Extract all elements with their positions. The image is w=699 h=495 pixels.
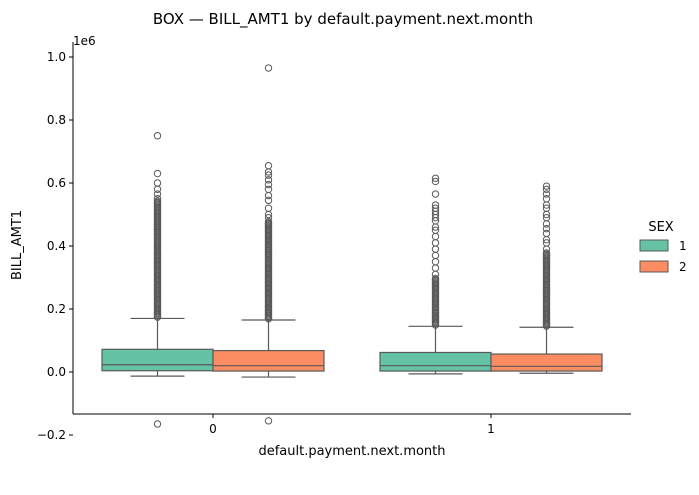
box-iqr [379, 351, 492, 372]
legend-label: 2 [679, 260, 687, 274]
outlier-point [431, 232, 440, 241]
outlier-point [264, 171, 273, 179]
outlier-point [542, 239, 551, 247]
outlier-point [542, 195, 551, 203]
box-iqr [490, 353, 603, 372]
outlier-point [431, 258, 440, 266]
box-group [212, 64, 325, 425]
y-tick-label: 0.2 [47, 302, 66, 316]
outlier-point [542, 224, 551, 233]
y-tick-label: 0.4 [47, 239, 66, 253]
legend-swatch [639, 239, 669, 252]
box-group [379, 174, 492, 375]
outlier-point [542, 213, 551, 222]
outlier-point [264, 204, 273, 212]
outlier-point [264, 213, 273, 222]
legend-label: 1 [679, 239, 687, 253]
outlier-point [542, 204, 551, 212]
outlier-point [153, 420, 162, 428]
outlier-point [153, 132, 162, 140]
y-tick-label: 0.8 [47, 113, 66, 127]
outlier-point [431, 190, 440, 198]
outlier-point [431, 174, 440, 182]
outlier-point [264, 196, 273, 205]
outlier-point [264, 176, 273, 184]
y-axis-label: BILL_AMT1 [10, 210, 25, 280]
y-offset-label: 1e6 [73, 34, 96, 48]
y-axis-ticks: −0.2 0.0 0.2 0.4 0.6 0.8 1.0 [37, 50, 73, 442]
plot-area [101, 64, 603, 428]
y-tick-label: −0.2 [37, 428, 66, 442]
outlier-point [431, 177, 440, 186]
box-group [490, 182, 603, 374]
outlier-point [542, 190, 551, 198]
outlier-point [431, 201, 440, 209]
outlier-point [153, 185, 162, 194]
y-tick-label: 1.0 [47, 50, 66, 64]
outlier-point [542, 229, 551, 238]
chart-title: BOX — BILL_AMT1 by default.payment.next.… [153, 10, 533, 29]
outlier-point [542, 220, 551, 228]
outlier-point [431, 245, 440, 253]
outlier-point [542, 185, 551, 194]
outlier-point [153, 179, 162, 187]
outlier-point [264, 180, 273, 189]
outlier-point [264, 218, 273, 226]
outlier-point [153, 197, 162, 205]
outlier-point [153, 169, 162, 178]
legend: SEX 1 2 [639, 220, 687, 274]
outlier-point [431, 274, 440, 283]
outlier-point [542, 249, 551, 257]
outlier-point [264, 417, 273, 425]
outlier-point [153, 195, 162, 203]
y-tick-label: 0.6 [47, 176, 66, 190]
outlier-point [542, 182, 551, 190]
x-tick-label: 0 [209, 422, 217, 436]
y-tick-label: 0.0 [47, 365, 66, 379]
box-group [101, 132, 214, 428]
outlier-point [264, 161, 273, 170]
outlier-point [431, 251, 440, 260]
legend-title: SEX [648, 220, 673, 235]
outlier-point [264, 185, 273, 194]
box-iqr [212, 349, 325, 372]
outlier-point [431, 264, 440, 272]
outlier-point [264, 191, 273, 200]
outlier-point [431, 239, 440, 247]
x-tick-label: 1 [487, 422, 495, 436]
outlier-point [431, 204, 440, 212]
outlier-point [153, 190, 162, 198]
outlier-point [264, 64, 273, 72]
x-axis-label: default.payment.next.month [258, 444, 445, 459]
legend-swatch [639, 260, 669, 273]
outlier-point [431, 226, 440, 234]
box-iqr [101, 348, 214, 372]
